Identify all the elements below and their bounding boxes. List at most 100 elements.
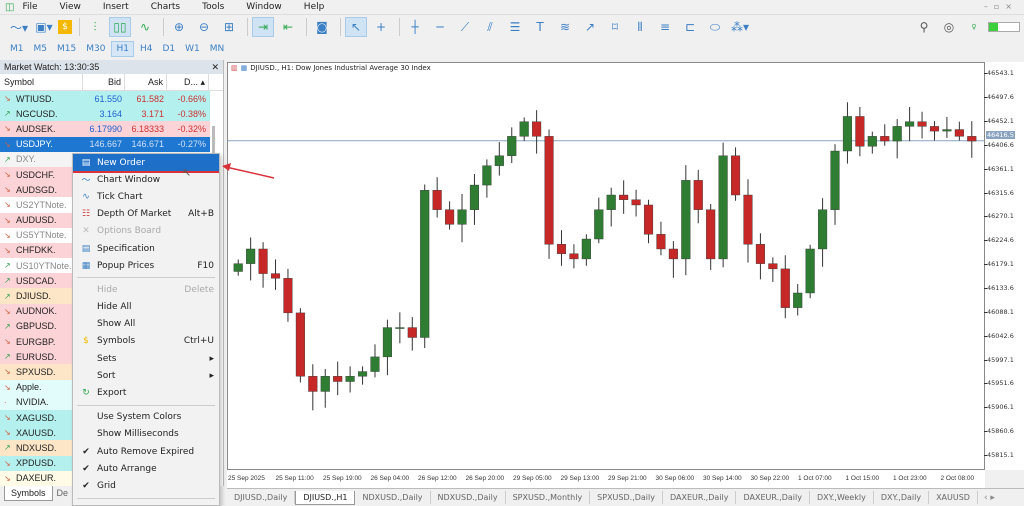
equidistant-channel-icon[interactable]: ⫽ — [487, 19, 493, 34]
candlestick-icon[interactable]: ▯▯ — [109, 17, 131, 37]
chart-tab[interactable]: NDXUSD.,Daily — [355, 491, 431, 504]
arrow-icon[interactable]: ↗ — [584, 20, 596, 34]
zoom-in-icon[interactable]: ⊕ — [173, 20, 185, 34]
symbol-name: DXY. — [16, 154, 36, 165]
column-bid[interactable]: Bid — [83, 74, 125, 90]
symbol-name: NGCUSD. — [16, 108, 58, 119]
label-icon[interactable]: ⊏ — [684, 20, 696, 34]
column-ask[interactable]: Ask — [125, 74, 167, 90]
timeframe-h4[interactable]: H4 — [139, 44, 153, 54]
line-chart-icon[interactable]: ∿ — [139, 20, 151, 34]
chart-tab[interactable]: XAUUSD — [929, 491, 978, 504]
one-click-trading-icon[interactable]: ▥ — [231, 64, 238, 72]
menu-item-auto-remove-expired[interactable]: ✔ Auto Remove Expired — [73, 443, 219, 460]
chart-tab[interactable]: DJIUSD.,H1 — [295, 490, 356, 505]
horizontal-line-icon[interactable]: ─ — [436, 20, 444, 34]
more-objects-icon[interactable]: ⁂▾ — [730, 20, 750, 34]
menu-item-show-milliseconds[interactable]: Show Milliseconds — [73, 426, 219, 443]
timeframe-m1[interactable]: M1 — [10, 44, 24, 54]
symbols-icon[interactable]: $ — [58, 20, 72, 34]
menu-item-new-order[interactable]: ▤ New Order — [73, 154, 219, 174]
time-axis[interactable]: 25 Sep 2025 25 Sep 11:00 25 Sep 19:00 26 Se… — [227, 470, 985, 488]
chart-tab[interactable]: DAXEUR.,Daily — [736, 491, 810, 504]
screenshot-icon[interactable]: ◙ — [316, 20, 328, 34]
menu-item-chart-window[interactable]: 〜 Chart Window — [73, 171, 219, 188]
menu-item-popup-prices[interactable]: ▦ Popup Prices F10 — [73, 257, 219, 274]
tile-windows-icon[interactable]: ⊞ — [223, 20, 235, 34]
market-watch-row[interactable]: ↘ USDJPY. 146.667 146.671 -0.27% — [0, 136, 210, 152]
chart-tab[interactable]: NDXUSD.,Daily — [431, 491, 506, 504]
market-watch-row[interactable]: ↗ NGCUSD. 3.164 3.171 -0.38% — [0, 106, 210, 122]
chart-tab[interactable]: DAXEUR.,Daily — [663, 491, 737, 504]
bar-chart-icon[interactable]: ⫶ — [93, 19, 97, 34]
menu-item-options-board[interactable]: ✕ Options Board — [73, 223, 219, 240]
menu-file[interactable]: File — [22, 2, 38, 12]
timeframe-h1[interactable]: H1 — [111, 41, 134, 57]
chart-tab[interactable]: DJIUSD.,Daily — [227, 491, 296, 504]
tab-details[interactable]: De — [56, 488, 69, 498]
cursor-icon[interactable]: ↖ — [345, 17, 367, 37]
menu-item-tick-chart[interactable]: ∿ Tick Chart — [73, 188, 219, 205]
chart-tab[interactable]: SPXUSD.,Daily — [590, 491, 663, 504]
menu-item-export[interactable]: ↻ Export — [73, 384, 219, 401]
menu-item-symbols[interactable]: $ Symbols Ctrl+U — [73, 333, 219, 350]
column-daily-change[interactable]: D... ▴ — [167, 74, 209, 90]
close-icon[interactable]: ✕ — [211, 61, 219, 72]
tab-scroll-arrows-icon[interactable]: ‹ ▸ — [983, 492, 995, 503]
account-icon[interactable]: ◎ — [943, 20, 955, 34]
chart-tab[interactable]: DXY.,Daily — [874, 491, 930, 504]
vertical-line-icon[interactable]: ┼ — [411, 20, 419, 34]
menu-item-sort[interactable]: Sort ▸ — [73, 367, 219, 384]
search-icon[interactable]: ⚲ — [919, 20, 929, 34]
menu-help[interactable]: Help — [303, 2, 325, 12]
zoom-out-icon[interactable]: ⊖ — [198, 20, 210, 34]
menu-window[interactable]: Window — [246, 2, 282, 12]
timeframe-d1[interactable]: D1 — [162, 44, 176, 54]
crosshair-icon[interactable]: + — [375, 20, 387, 34]
candle — [507, 136, 517, 156]
level-icon[interactable]: ♀ — [971, 23, 977, 31]
timeframe-mn[interactable]: MN — [209, 44, 225, 54]
autoscroll-icon[interactable]: ⇥ — [252, 17, 274, 37]
templates-icon[interactable]: ▣▾ — [35, 20, 53, 34]
menu-item-grid[interactable]: ✔ Grid — [73, 477, 219, 494]
chart-tab[interactable]: SPXUSD.,Monthly — [506, 491, 591, 504]
menu-item-columns[interactable]: Columns▸ — [73, 502, 219, 505]
fibonacci-icon[interactable]: ☰ — [509, 20, 521, 34]
menu-item-show-all[interactable]: Show All — [73, 316, 219, 333]
menu-item-specification[interactable]: ▤ Specification — [73, 240, 219, 257]
tab-symbols[interactable]: Symbols — [4, 486, 53, 501]
timeframe-m30[interactable]: M30 — [86, 44, 106, 54]
menu-insert[interactable]: Insert — [102, 2, 129, 12]
column-symbol[interactable]: Symbol — [0, 74, 83, 90]
menu-item-hide-all[interactable]: Hide All — [73, 299, 219, 316]
menu-view[interactable]: View — [59, 2, 81, 12]
chart-shift-icon[interactable]: ⇤ — [282, 20, 294, 34]
gann-icon[interactable]: ≡ — [659, 20, 671, 34]
price-chart[interactable] — [227, 62, 985, 470]
window-controls[interactable]: –▫× — [983, 2, 1018, 11]
chart-tab[interactable]: DXY.,Weekly — [810, 491, 874, 504]
menu-item-sets[interactable]: Sets ▸ — [73, 350, 219, 367]
timeframe-m5[interactable]: M5 — [33, 44, 48, 54]
toolbar: 〜▾ ▣▾ $ ⫶ ▯▯ ∿ ⊕ ⊖ ⊞ ⇥ ⇤ ◙ ↖ + ┼ ─ ⟋ ⫽ ☰… — [0, 15, 1024, 39]
timeframe-w1[interactable]: W1 — [185, 44, 200, 54]
menu-item-use-system-colors[interactable]: Use System Colors — [73, 409, 219, 426]
chart-type-icon[interactable]: 〜▾ — [9, 20, 29, 35]
menu-charts[interactable]: Charts — [150, 2, 181, 12]
shapes-icon[interactable]: ⬭ — [709, 19, 721, 34]
menu-item-auto-arrange[interactable]: ✔ Auto Arrange — [73, 460, 219, 477]
trendline-icon[interactable]: ⟋ — [460, 19, 470, 34]
timeframe-m15[interactable]: M15 — [57, 44, 77, 54]
menu-tools[interactable]: Tools — [202, 2, 225, 12]
market-watch-row[interactable]: ↘ WTIUSD. 61.550 61.582 -0.66% — [0, 91, 210, 107]
andrews-pitchfork-icon[interactable]: ≋ — [559, 20, 571, 34]
cycle-lines-icon[interactable]: ⦀ — [637, 19, 643, 34]
rectangle-icon[interactable]: ⌑ — [611, 20, 619, 34]
menu-item-hide[interactable]: Hide Delete — [73, 281, 219, 298]
market-watch-row[interactable]: ↘ AUDSEK. 6.17990 6.18333 -0.32% — [0, 121, 210, 137]
text-icon[interactable]: T — [536, 20, 544, 34]
menu-item-depth-of-market[interactable]: ☷ Depth Of Market Alt+B — [73, 206, 219, 223]
candlestick-chart[interactable] — [228, 63, 984, 469]
price-axis[interactable]: 46543.1 46497.6 46452.1 46406.6 46361.1 46315… — [984, 62, 1024, 470]
